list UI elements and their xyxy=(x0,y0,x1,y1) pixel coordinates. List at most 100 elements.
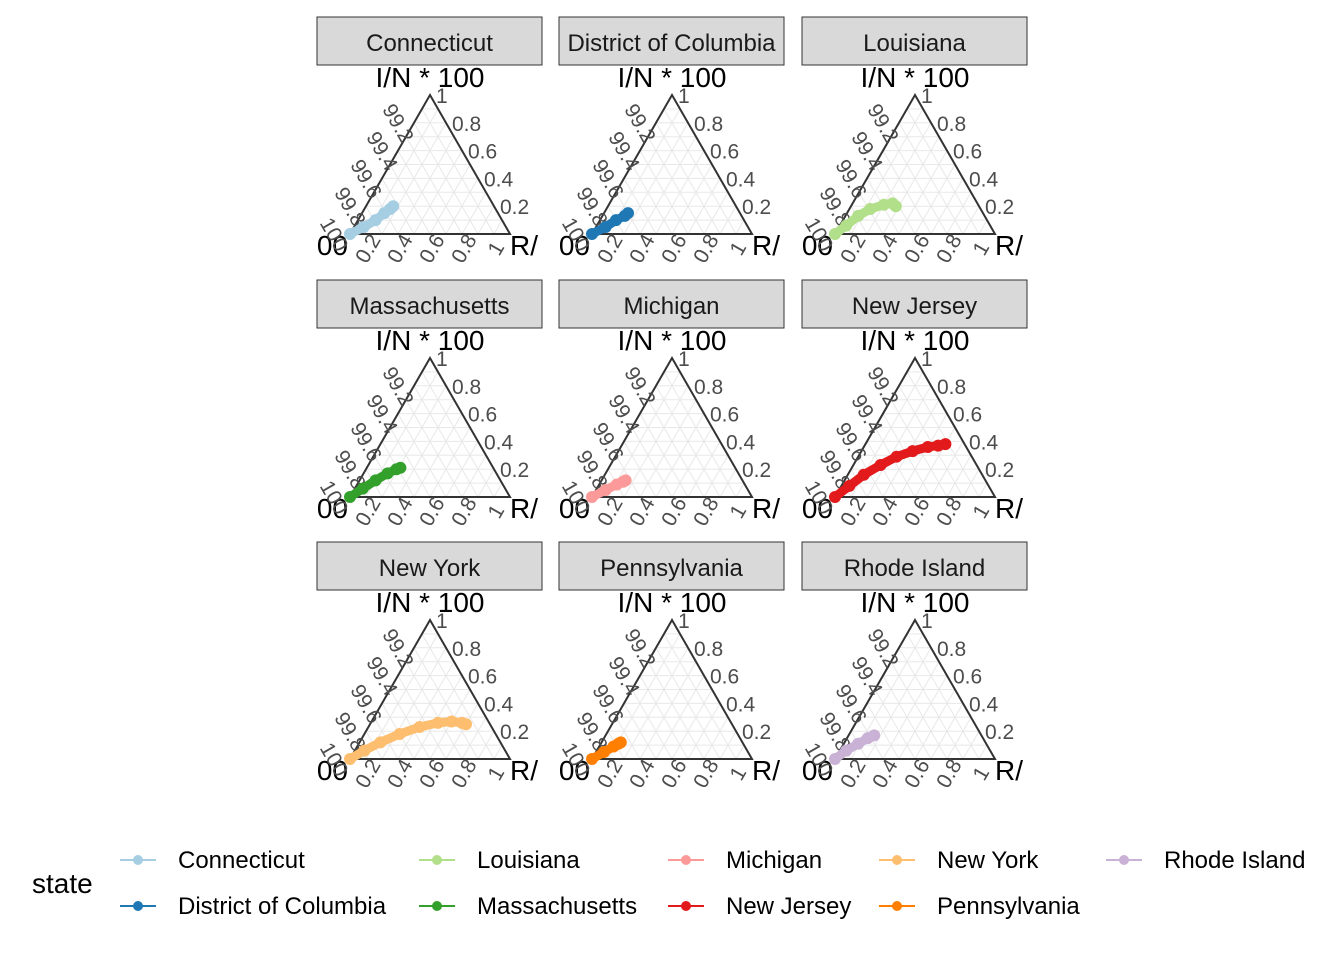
data-point-louisiana xyxy=(852,209,865,222)
right-axis-tick: 1 xyxy=(921,85,933,108)
data-point-new-york xyxy=(393,727,406,740)
grid-line xyxy=(890,661,948,760)
bottom-axis-tick: 0.4 xyxy=(625,755,660,792)
data-point-louisiana xyxy=(864,202,877,215)
grid-line xyxy=(421,371,495,498)
bottom-axis-tick: 0.2 xyxy=(836,493,871,530)
right-axis-tick: 0.6 xyxy=(953,666,982,689)
right-axis-tick: 0.4 xyxy=(726,431,756,454)
vertex-label-left: 00 xyxy=(802,755,833,786)
facet-strip-label: District of Columbia xyxy=(567,30,776,57)
data-point-district-of-columbia xyxy=(586,228,598,240)
bottom-axis-tick: 0.8 xyxy=(447,493,482,530)
vertex-label-left: 00 xyxy=(559,493,590,524)
bottom-axis-tick: 0.8 xyxy=(447,755,482,792)
grid-line xyxy=(397,661,455,760)
grid-line xyxy=(493,744,503,760)
grid-line xyxy=(389,427,431,498)
vertex-label-right: R/ xyxy=(995,493,1023,524)
right-axis-tick: 0.8 xyxy=(452,113,481,136)
grid-line xyxy=(639,150,689,235)
grid-line xyxy=(623,441,657,498)
vertex-label-top: I/N * 100 xyxy=(376,325,485,356)
data-point-new-jersey xyxy=(939,438,952,451)
bottom-axis-tick: 1 xyxy=(483,501,509,523)
right-axis-tick: 0.8 xyxy=(694,376,723,399)
vertex-label-right: R/ xyxy=(510,755,538,786)
legend-label: Pennsylvania xyxy=(937,893,1080,920)
grid-line xyxy=(946,455,972,498)
data-point-massachusetts xyxy=(394,461,407,474)
grid-line xyxy=(615,717,641,760)
data-point-rhode-island xyxy=(868,729,881,742)
ternary-grid xyxy=(357,371,503,498)
facet-strip-label: New York xyxy=(379,555,481,582)
grid-line xyxy=(858,455,884,498)
legend-label: Michigan xyxy=(726,847,822,874)
bottom-axis-tick: 0.4 xyxy=(625,493,660,530)
legend-item-pennsylvania: Pennsylvania xyxy=(879,893,1080,920)
data-point-massachusetts xyxy=(344,491,356,503)
bottom-axis-tick: 0.8 xyxy=(689,755,724,792)
bottom-axis-tick: 0.8 xyxy=(447,230,482,267)
grid-line xyxy=(898,122,964,235)
bottom-axis-tick: 0.2 xyxy=(593,755,628,792)
grid-line xyxy=(906,108,980,235)
right-axis-tick: 0.8 xyxy=(937,376,966,399)
vertex-label-left: 00 xyxy=(317,493,348,524)
grid-line xyxy=(946,717,972,760)
vertex-label-top: I/N * 100 xyxy=(376,62,485,93)
right-axis-tick: 0.6 xyxy=(468,404,497,427)
ternary-triangle xyxy=(833,92,997,235)
grid-line xyxy=(882,136,940,235)
grid-line xyxy=(914,427,956,498)
data-point-louisiana xyxy=(829,228,841,240)
bottom-axis-tick: 0.2 xyxy=(836,755,871,792)
vertex-label-right: R/ xyxy=(510,230,538,261)
vertex-label-right: R/ xyxy=(995,755,1023,786)
legend-item-louisiana: Louisiana xyxy=(419,847,580,874)
bottom-axis-tick: 1 xyxy=(968,238,994,260)
legend-item-connecticut: Connecticut xyxy=(120,847,305,874)
right-axis-tick: 0.2 xyxy=(500,459,529,482)
ternary-grid xyxy=(842,371,988,498)
bottom-axis-tick: 0.4 xyxy=(383,230,418,267)
data-point-new-york xyxy=(413,721,426,734)
legend-item-new-york: New York xyxy=(879,847,1039,874)
grid-line xyxy=(405,136,463,235)
legend-key-point xyxy=(1119,855,1129,865)
grid-line xyxy=(429,427,471,498)
grid-line xyxy=(397,399,455,498)
grid-line xyxy=(405,661,463,760)
facet-strip xyxy=(558,279,785,329)
grid-line xyxy=(914,689,956,760)
ternary-triangle xyxy=(590,355,754,498)
bottom-axis-tick: 1 xyxy=(725,763,751,785)
legend-key-point xyxy=(892,855,902,865)
legend-key-point xyxy=(681,855,691,865)
grid-line xyxy=(671,427,713,498)
bottom-axis-tick: 0.4 xyxy=(868,755,903,792)
data-point-new-jersey xyxy=(921,440,934,453)
grid-line xyxy=(461,192,487,235)
grid-line xyxy=(671,689,713,760)
vertex-label-right: R/ xyxy=(752,755,780,786)
legend-label: New York xyxy=(937,847,1039,874)
grid-line xyxy=(735,744,745,760)
right-axis-tick: 0.8 xyxy=(937,113,966,136)
vertex-label-left: 00 xyxy=(559,755,590,786)
right-axis-tick: 0.2 xyxy=(742,459,771,482)
legend-item-michigan: Michigan xyxy=(668,847,822,874)
bottom-axis-tick: 0.8 xyxy=(932,755,967,792)
right-axis-tick: 0.2 xyxy=(742,721,771,744)
right-axis-tick: 0.2 xyxy=(985,459,1014,482)
data-point-massachusetts xyxy=(369,474,382,487)
grid-line xyxy=(623,703,657,760)
right-axis-tick: 1 xyxy=(436,348,448,371)
legend-label: Rhode Island xyxy=(1164,847,1305,874)
legend-label: District of Columbia xyxy=(178,893,387,920)
grid-line xyxy=(493,482,503,498)
right-axis-tick: 0.6 xyxy=(710,666,739,689)
